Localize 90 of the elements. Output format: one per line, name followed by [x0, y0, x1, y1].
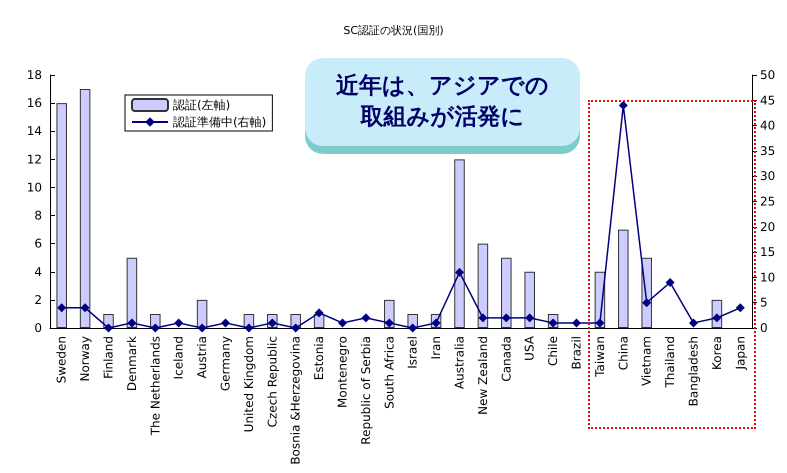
point	[478, 313, 488, 322]
x-tick-label: Germany	[218, 336, 232, 392]
bar	[454, 159, 465, 328]
y-tick-label: 18	[26, 68, 42, 82]
x-tick-label: Japan	[733, 336, 748, 370]
point	[384, 318, 394, 328]
bar	[196, 300, 208, 328]
point	[595, 318, 604, 328]
point	[127, 318, 136, 328]
x-tick-label: USA	[522, 335, 537, 361]
bar	[618, 230, 629, 328]
point	[618, 100, 628, 110]
x-tick-label: Republic of Serbia	[358, 336, 373, 445]
point	[502, 313, 511, 322]
y2-tick-label: 35	[760, 144, 776, 158]
x-tick-label: Canada	[499, 336, 514, 382]
point	[150, 324, 160, 332]
point	[642, 298, 652, 308]
point	[455, 268, 464, 277]
y2-tick-label: 45	[760, 93, 776, 108]
x-tick-label: Chile	[546, 336, 560, 366]
callout-bubble: 近年は、アジアでの取組みが活発に	[305, 58, 580, 146]
chart-title: SC認証の状況(国別)	[343, 24, 444, 37]
y2-tick-label: 5	[760, 296, 768, 310]
point	[104, 324, 113, 332]
point	[338, 318, 347, 328]
x-tick-label: Denmark	[124, 336, 139, 392]
bar	[478, 244, 488, 328]
bar	[126, 258, 138, 328]
y-tick-label: 12	[26, 152, 42, 166]
y-tick-label: 14	[26, 124, 42, 138]
x-tick-label: Iceland	[172, 336, 186, 380]
bar	[80, 89, 90, 328]
x-tick-label: Bangladesh	[686, 336, 700, 406]
y2-tick-label: 10	[760, 270, 776, 284]
y2-tick-label: 25	[760, 194, 776, 208]
y2-tick-label: 30	[760, 169, 776, 184]
x-tick-label: Finland	[102, 336, 116, 379]
x-tick-label: Czech Republic	[265, 336, 280, 428]
point	[314, 308, 324, 318]
x-tick-label: Austria	[195, 336, 210, 378]
point	[174, 318, 184, 328]
x-tick-label: Iran	[429, 336, 444, 360]
x-tick-label: Brazil	[570, 336, 584, 370]
x-tick-label: Korea	[710, 336, 724, 370]
x-tick-label: South Africa	[382, 336, 396, 409]
bar	[501, 258, 512, 328]
point	[221, 318, 230, 328]
y-tick-label: 16	[26, 96, 42, 110]
point	[291, 324, 300, 332]
point	[198, 324, 207, 332]
y2-tick-label: 40	[760, 118, 776, 133]
x-tick-label: Estonia	[312, 336, 326, 380]
x-tick-label: Australia	[452, 336, 466, 390]
legend-label: 認証(左軸)	[173, 98, 230, 112]
x-tick-label: Sweden	[54, 336, 69, 384]
point	[361, 313, 370, 322]
x-tick-label: United Kingdom	[242, 336, 256, 432]
point	[57, 303, 66, 312]
x-tick-label: Taiwan	[592, 336, 607, 378]
x-tick-label: Thailand	[663, 336, 678, 389]
point	[572, 318, 581, 328]
y-tick-label: 2	[34, 292, 42, 307]
y-tick-label: 6	[34, 236, 42, 251]
y-tick-label: 0	[34, 321, 42, 335]
point	[666, 278, 675, 287]
bar	[56, 103, 67, 328]
y2-tick-label: 15	[760, 245, 776, 260]
point	[525, 313, 534, 322]
y-tick-label: 10	[26, 180, 42, 194]
x-tick-label: China	[616, 336, 630, 370]
point	[736, 303, 745, 312]
point	[80, 303, 90, 312]
point	[408, 324, 418, 332]
x-tick-label: Vietnam	[640, 336, 654, 386]
y-tick-label: 4	[34, 264, 42, 279]
y2-tick-label: 20	[760, 220, 776, 234]
y2-tick-label: 0	[760, 321, 768, 335]
x-tick-label: Montenegro	[336, 336, 350, 408]
x-tick-label: Israel	[406, 336, 420, 369]
legend-label: 認証準備中(右軸)	[173, 115, 266, 129]
bar	[524, 272, 535, 328]
point	[244, 324, 254, 332]
x-tick-label: The Netherlands	[148, 336, 162, 436]
point	[689, 318, 698, 328]
x-tick-label: Norway	[78, 336, 92, 382]
x-tick-label: New Zealand	[476, 336, 490, 415]
y-tick-label: 8	[34, 208, 42, 223]
y2-tick-label: 50	[760, 68, 776, 82]
x-tick-label: Bosnia &Herzegovina	[288, 336, 303, 465]
